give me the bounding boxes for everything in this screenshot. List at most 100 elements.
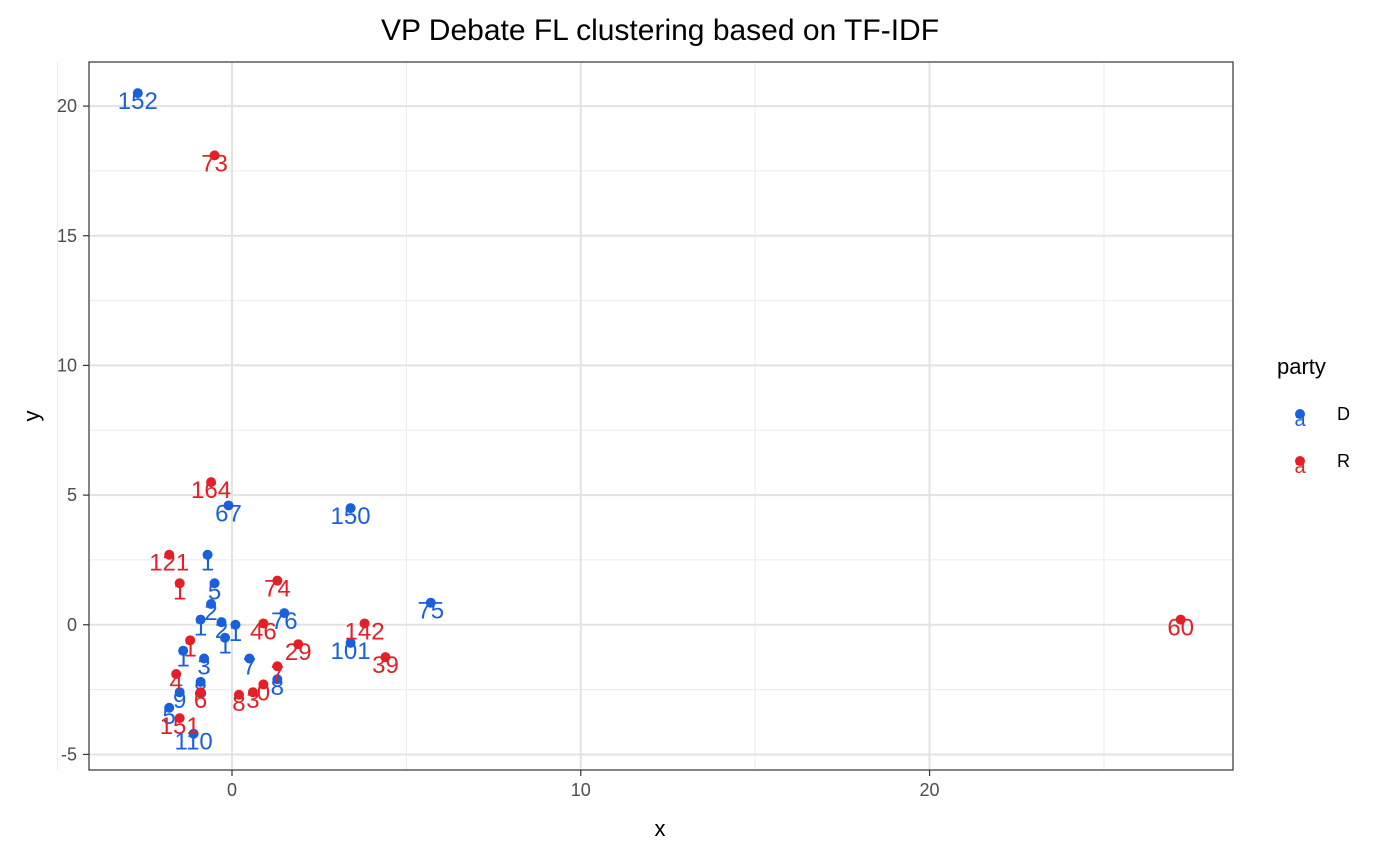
point-label: 8 xyxy=(232,690,245,717)
x-tick-label: 10 xyxy=(571,780,591,800)
data-point-D xyxy=(216,617,227,628)
data-point-R xyxy=(185,635,196,646)
legend-key-R: a xyxy=(1294,456,1306,478)
data-point-D xyxy=(195,676,206,687)
y-tick-label: 10 xyxy=(57,355,77,375)
point-label: 7 xyxy=(243,653,256,680)
point-label: 151 xyxy=(160,713,200,740)
data-point-D xyxy=(230,619,241,630)
y-tick-label: -5 xyxy=(61,744,77,764)
data-point-D xyxy=(272,674,283,685)
data-point-R xyxy=(258,618,269,629)
y-axis-ticks: -5 0 5 10 15 20 xyxy=(57,96,89,764)
data-point-D xyxy=(178,645,189,656)
legend-key-D: a xyxy=(1294,409,1306,431)
point-label: 1 xyxy=(229,620,242,647)
legend-key-point xyxy=(1295,409,1305,419)
data-point-R xyxy=(272,661,283,672)
minor-gridlines xyxy=(57,62,1233,770)
data-point-R xyxy=(1175,614,1186,625)
point-label: 1 xyxy=(176,646,189,673)
data-point-R xyxy=(174,713,185,724)
major-gridlines xyxy=(89,62,1233,770)
point-label: 8 xyxy=(271,674,284,701)
point-label: 39 xyxy=(372,652,399,679)
point-label: 1 xyxy=(201,550,214,577)
y-tick-label: 0 xyxy=(67,615,77,635)
chart-title: VP Debate FL clustering based on TF-IDF xyxy=(381,14,939,47)
x-axis-ticks: 0 10 20 xyxy=(227,770,940,800)
point-label: 6 xyxy=(194,687,207,714)
data-point-R xyxy=(174,578,185,589)
point-label: 60 xyxy=(1167,615,1194,642)
data-point-R xyxy=(233,689,244,700)
data-point-D xyxy=(209,578,220,589)
data-point-R xyxy=(164,549,175,560)
x-axis-title: x xyxy=(655,816,666,841)
legend-label: R xyxy=(1337,451,1350,471)
data-point-D xyxy=(199,653,210,664)
point-label: 1 xyxy=(218,633,231,660)
legend-label: D xyxy=(1337,404,1350,424)
data-point-R xyxy=(171,669,182,680)
data-point-D xyxy=(188,728,199,739)
data-points: 1526715075761011105152121113788973164121… xyxy=(118,88,1194,756)
data-point-D xyxy=(345,503,356,514)
point-label: 3 xyxy=(197,653,210,680)
point-label: 5 xyxy=(208,578,221,605)
data-point-R xyxy=(258,679,269,690)
point-label: 9 xyxy=(173,687,186,714)
data-point-R xyxy=(293,639,304,650)
data-point-R xyxy=(209,150,220,161)
point-label: 73 xyxy=(201,150,228,177)
point-label: 5 xyxy=(163,703,176,730)
x-tick-label: 0 xyxy=(227,780,237,800)
y-tick-label: 20 xyxy=(57,96,77,116)
legend: party a Da R xyxy=(1277,354,1350,478)
plot-border xyxy=(88,61,1234,771)
point-label: 67 xyxy=(215,500,242,527)
data-point-R xyxy=(206,477,217,488)
point-label: 29 xyxy=(285,639,312,666)
point-label: 75 xyxy=(417,598,444,625)
x-tick-label: 20 xyxy=(920,780,940,800)
point-label: 1 xyxy=(183,635,196,662)
point-label: 142 xyxy=(345,618,385,645)
point-label: 74 xyxy=(264,576,291,603)
legend-title: party xyxy=(1277,354,1326,379)
plot-panel xyxy=(89,62,1233,770)
point-label: 76 xyxy=(271,608,298,635)
point-label: 4 xyxy=(170,669,183,696)
point-label: 46 xyxy=(250,618,277,645)
data-point-D xyxy=(223,500,234,511)
data-point-R xyxy=(272,575,283,586)
point-label: 101 xyxy=(331,638,371,665)
data-point-D xyxy=(164,702,175,713)
data-point-D xyxy=(195,614,206,625)
point-label: 1 xyxy=(194,615,207,642)
point-label: 7 xyxy=(271,661,284,688)
legend-key-point xyxy=(1295,456,1305,466)
point-label: 121 xyxy=(149,550,189,577)
data-point-D xyxy=(244,653,255,664)
y-tick-label: 15 xyxy=(57,226,77,246)
data-point-R xyxy=(247,687,258,698)
data-point-D xyxy=(425,597,436,608)
y-axis-title: y xyxy=(19,411,44,422)
point-label: 150 xyxy=(331,503,371,530)
data-point-D xyxy=(174,687,185,698)
data-point-R xyxy=(359,618,370,629)
point-label: 164 xyxy=(191,477,231,504)
point-label: 2 xyxy=(204,599,217,626)
data-point-D xyxy=(202,549,213,560)
data-point-D xyxy=(345,637,356,648)
point-label: 3 xyxy=(246,687,259,714)
data-point-R xyxy=(195,687,206,698)
data-point-R xyxy=(380,652,391,663)
data-point-D xyxy=(220,632,231,643)
y-tick-label: 5 xyxy=(67,485,77,505)
data-point-D xyxy=(206,599,217,610)
point-label: 110 xyxy=(175,729,213,756)
point-label: 152 xyxy=(118,88,158,115)
